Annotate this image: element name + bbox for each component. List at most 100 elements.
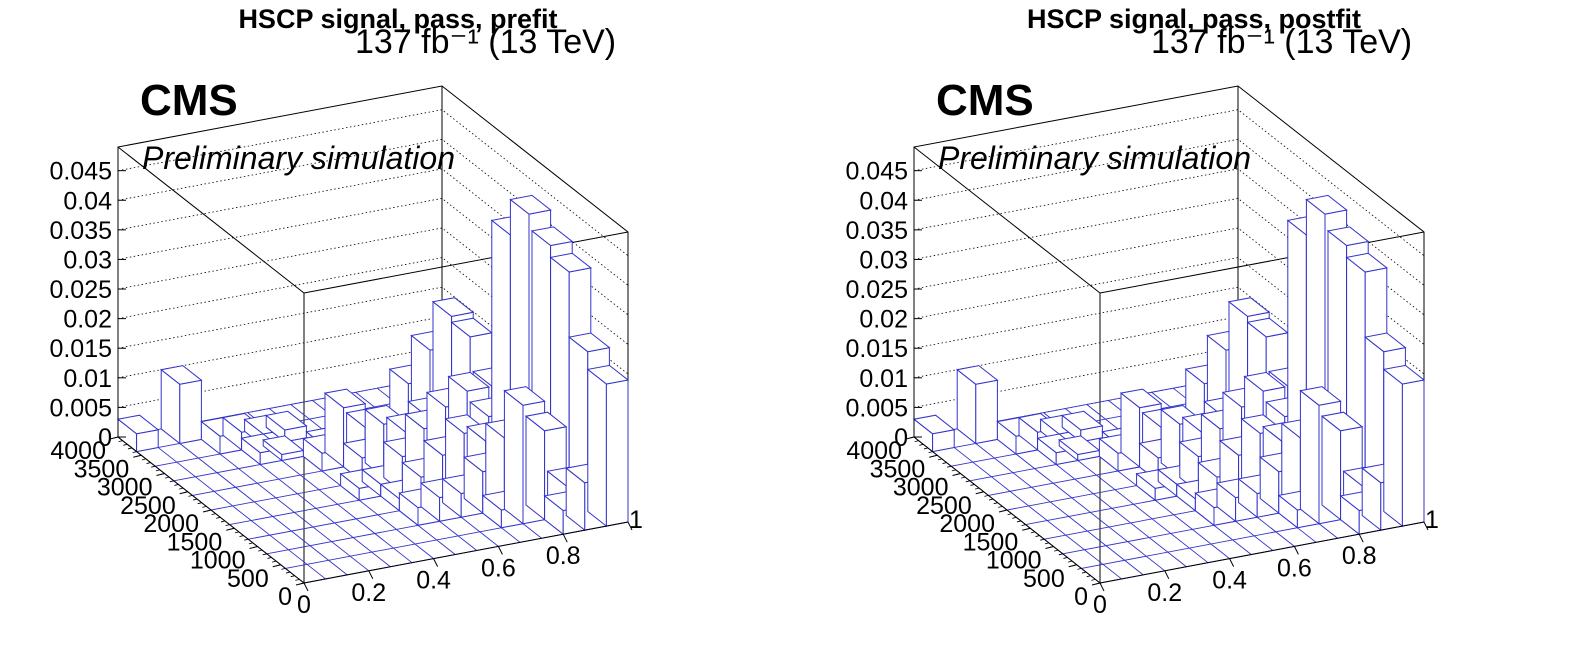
y-minor-tick: [1021, 524, 1026, 526]
cms-label: CMS: [140, 76, 238, 125]
bar-side-face: [1383, 368, 1403, 528]
z-tick-label: 0.02: [63, 306, 112, 334]
z-tick-label: 0.005: [845, 394, 908, 422]
y-minor-tick: [1035, 535, 1040, 537]
bar-top-face: [431, 297, 475, 317]
y-minor-tick: [262, 553, 267, 556]
bar-top-face: [1227, 297, 1271, 317]
y-minor-tick: [295, 578, 300, 581]
chart-title: HSCP signal, pass, postfit: [1026, 4, 1362, 34]
top-edge-left: [117, 146, 305, 294]
bar-side-face: [503, 389, 524, 525]
y-minor-tick: [169, 480, 174, 483]
x-tick-label: 0: [297, 591, 311, 619]
y-minor-tick: [998, 505, 1003, 508]
bar-top-face: [912, 414, 956, 435]
z-tick-label: 0.02: [859, 306, 908, 334]
bar-top-face: [265, 410, 308, 431]
tick-labels: 00.0050.010.0150.020.0250.030.0350.040.0…: [845, 147, 1439, 619]
z-tick-label: 0.025: [49, 276, 112, 304]
y-minor-tick: [1077, 568, 1082, 570]
y-minor-tick: [179, 487, 184, 490]
y-minor-tick: [299, 582, 305, 585]
bar-top-face: [116, 414, 160, 435]
y-minor-tick: [961, 476, 966, 479]
y-minor-tick: [225, 524, 230, 526]
z-tick-label: 0.04: [63, 187, 112, 215]
y-tick-label: 4000: [846, 437, 902, 465]
x-tick-label: 1: [1425, 506, 1439, 534]
y-minor-tick: [239, 535, 244, 537]
y-tick-label: 0: [1074, 583, 1088, 611]
y-minor-tick: [909, 436, 915, 439]
y-minor-tick: [206, 509, 212, 512]
y-axis-line: [913, 436, 1101, 584]
y-minor-tick: [1030, 531, 1035, 534]
y-minor-tick: [127, 447, 133, 450]
y-minor-tick: [1058, 553, 1063, 556]
z-tick-label: 0.005: [49, 394, 112, 422]
y-minor-tick: [1044, 542, 1049, 545]
y-minor-tick: [988, 498, 994, 501]
y-minor-tick: [113, 436, 119, 439]
bar-front-face: [605, 379, 629, 527]
x-tick-mark: [1293, 546, 1299, 555]
lego-bar: [586, 364, 630, 528]
y-axis-line: [117, 436, 305, 584]
lego-bar: [160, 365, 203, 445]
x-tick-label: 0.8: [1342, 542, 1377, 570]
y-minor-tick: [192, 498, 198, 501]
chart-panel-postfit: 0 0.005 0.01 0.015 0.02 0.025 0.03 0.035 0.04 0.0…: [796, 0, 1592, 672]
bar-top-face: [1382, 364, 1426, 385]
bar-front-face: [1401, 379, 1425, 527]
y-tick-label: 2500: [120, 492, 176, 520]
z-tick-label: 0.045: [49, 158, 112, 186]
y-minor-tick: [979, 491, 984, 494]
tick-labels: 00.0050.010.0150.020.0250.030.0350.040.0…: [49, 147, 643, 619]
x-tick-label: 0.2: [351, 579, 386, 607]
chart-panel-prefit: 0 0.005 0.01 0.015 0.02 0.025 0.03 0.035 0.04 0.0…: [49, 4, 643, 619]
y-minor-tick: [914, 440, 919, 443]
x-tick-label: 1: [629, 506, 643, 534]
y-tick-label: 1000: [190, 547, 246, 575]
lego-bar: [956, 365, 999, 445]
y-minor-tick: [151, 465, 156, 468]
y-minor-tick: [937, 458, 942, 461]
y-tick-label: 2000: [939, 510, 995, 538]
x-tick-mark: [562, 533, 568, 543]
z-tick-label: 0.025: [845, 276, 908, 304]
y-minor-tick: [975, 487, 980, 490]
y-minor-tick: [146, 462, 151, 464]
y-tick-label: 1500: [963, 528, 1019, 556]
x-tick-mark: [1229, 558, 1235, 567]
y-tick-label: 2000: [143, 510, 199, 538]
lumi-label: 137 fb⁻¹ (13 TeV): [1151, 23, 1413, 61]
y-minor-tick: [965, 480, 970, 483]
lumi-label: 137 fb⁻¹ (13 TeV): [355, 23, 617, 61]
y-minor-tick: [216, 516, 221, 519]
y-minor-tick: [1081, 571, 1087, 574]
y-minor-tick: [197, 502, 202, 505]
y-minor-tick: [1095, 582, 1101, 585]
x-tick-label: 0.2: [1147, 579, 1182, 607]
x-axis-line: [303, 521, 629, 584]
x-tick-mark: [1099, 582, 1105, 592]
y-tick-label: 500: [227, 565, 269, 593]
y-minor-tick: [118, 440, 123, 443]
x-tick-mark: [497, 546, 503, 555]
x-tick-mark: [368, 570, 374, 580]
y-minor-tick: [1007, 513, 1012, 516]
x-tick-mark: [433, 558, 439, 567]
y-minor-tick: [285, 571, 291, 574]
y-tick-label: 3500: [74, 455, 130, 483]
x-tick-mark: [303, 582, 309, 592]
y-minor-tick: [220, 520, 226, 523]
y-minor-tick: [188, 495, 193, 497]
bars-group: [912, 194, 1426, 536]
y-tick-label: 3000: [893, 474, 949, 502]
y-tick-label: 3500: [870, 455, 926, 483]
x-tick-label: 0.4: [1212, 567, 1247, 595]
x-tick-mark: [1423, 521, 1429, 531]
bar-top-face: [450, 317, 493, 338]
y-minor-tick: [1068, 560, 1073, 563]
